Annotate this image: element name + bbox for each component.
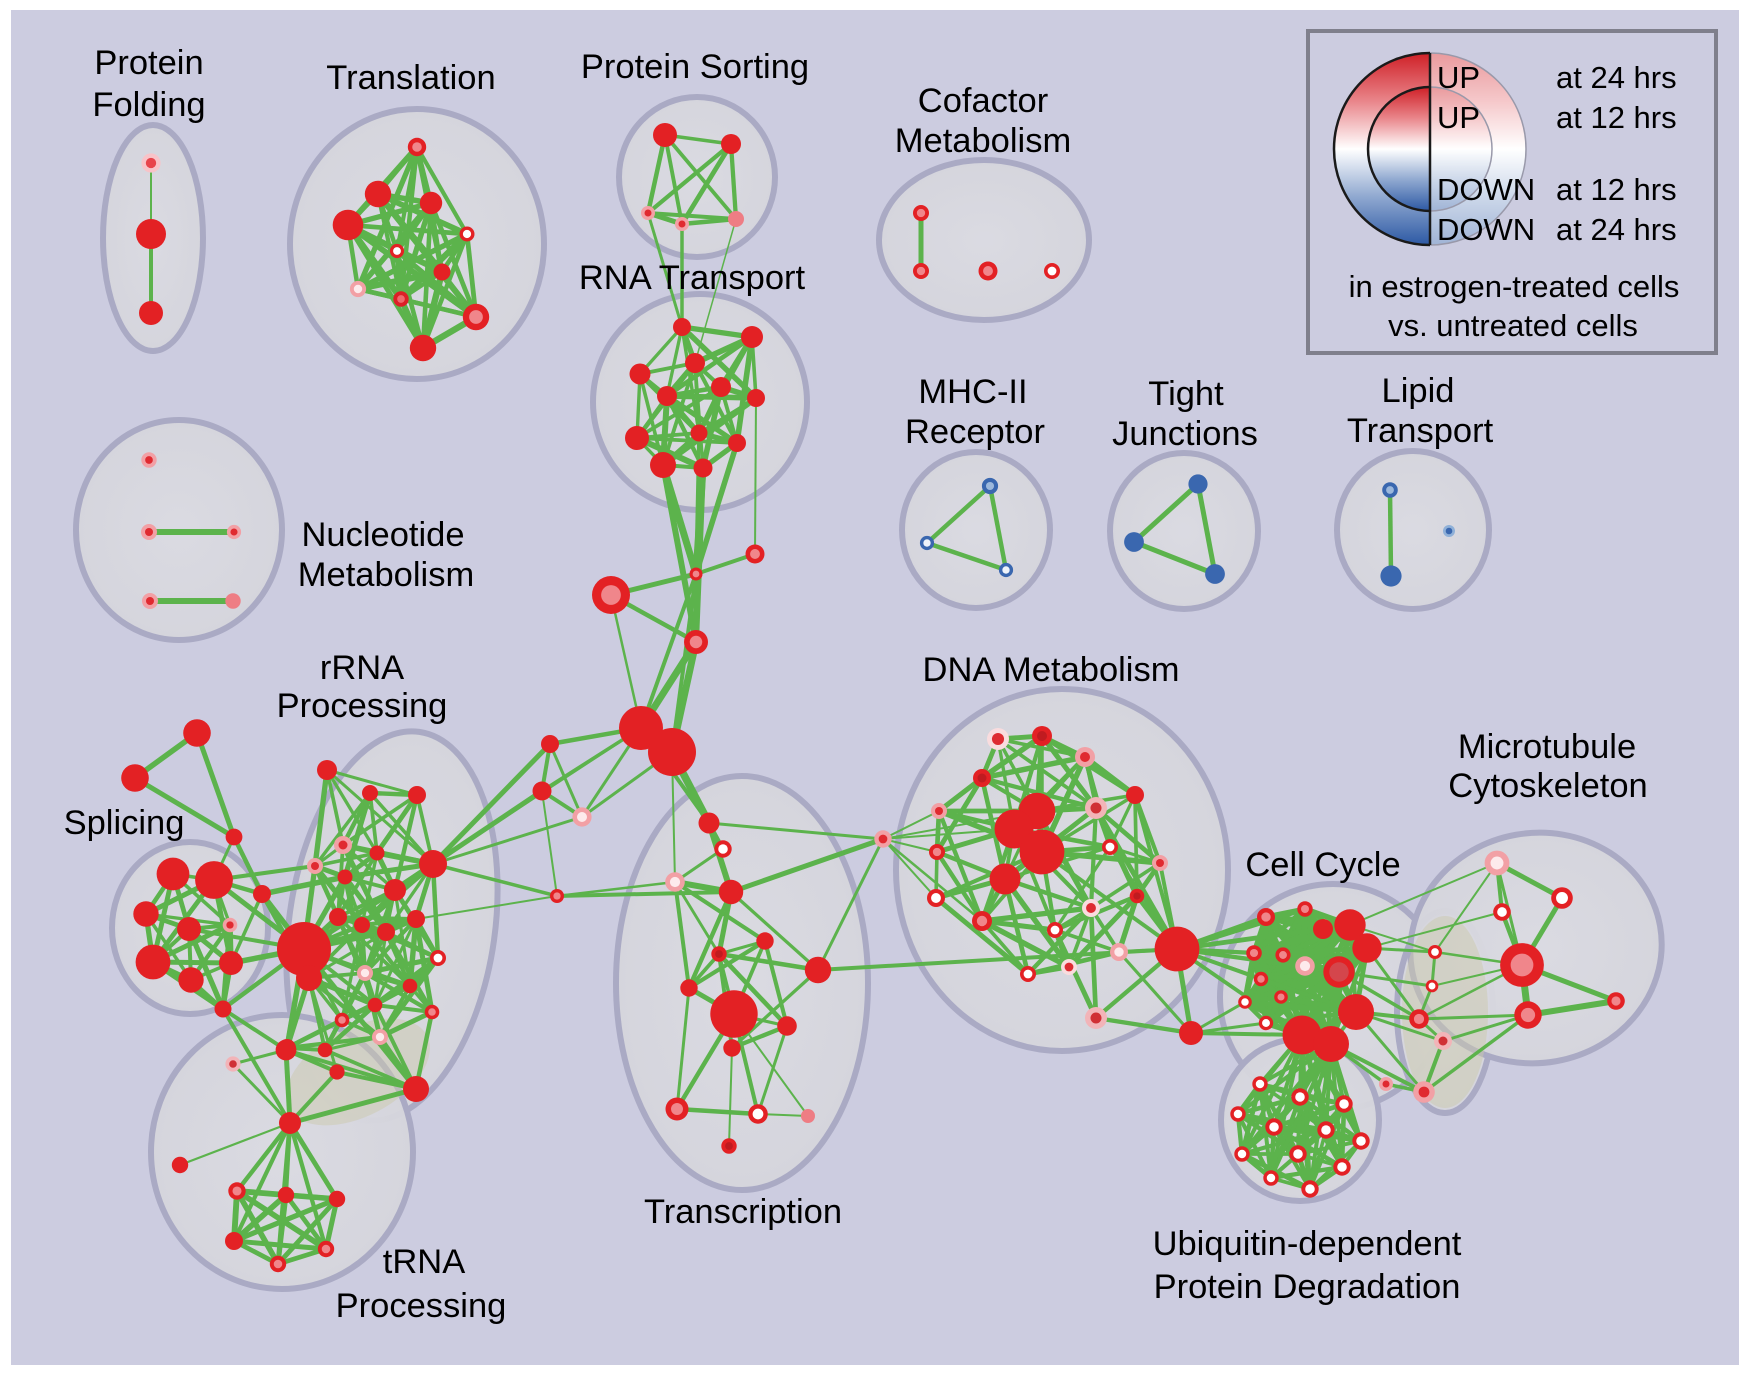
svg-text:Tight: Tight — [1148, 375, 1224, 413]
svg-text:UP: UP — [1437, 100, 1480, 135]
svg-text:rRNA: rRNA — [320, 649, 404, 687]
svg-text:Cofactor: Cofactor — [918, 82, 1048, 120]
svg-text:UP: UP — [1437, 60, 1480, 95]
svg-text:Protein Sorting: Protein Sorting — [581, 48, 809, 86]
svg-text:Transcription: Transcription — [644, 1193, 842, 1231]
svg-text:DNA Metabolism: DNA Metabolism — [923, 651, 1180, 689]
svg-text:Processing: Processing — [277, 687, 448, 725]
svg-text:Microtubule: Microtubule — [1458, 728, 1636, 766]
svg-text:DOWN: DOWN — [1437, 212, 1535, 247]
svg-text:at 24 hrs: at 24 hrs — [1556, 212, 1677, 247]
svg-text:Protein: Protein — [94, 44, 203, 82]
svg-text:at 12 hrs: at 12 hrs — [1556, 100, 1677, 135]
svg-text:RNA Transport: RNA Transport — [579, 259, 806, 297]
svg-text:MHC-II: MHC-II — [918, 373, 1027, 411]
svg-text:Junctions: Junctions — [1112, 415, 1258, 453]
svg-text:tRNA: tRNA — [383, 1243, 465, 1281]
svg-text:Translation: Translation — [326, 59, 495, 97]
svg-text:Cell Cycle: Cell Cycle — [1245, 846, 1400, 884]
svg-text:vs. untreated cells: vs. untreated cells — [1388, 308, 1638, 343]
svg-text:Folding: Folding — [92, 86, 205, 124]
svg-text:Metabolism: Metabolism — [895, 122, 1071, 160]
svg-text:DOWN: DOWN — [1437, 172, 1535, 207]
svg-text:Lipid: Lipid — [1382, 372, 1455, 410]
svg-text:Ubiquitin-dependent: Ubiquitin-dependent — [1153, 1225, 1462, 1263]
svg-text:at 24 hrs: at 24 hrs — [1556, 60, 1677, 95]
svg-text:Protein Degradation: Protein Degradation — [1154, 1268, 1461, 1306]
svg-text:Receptor: Receptor — [905, 413, 1045, 451]
svg-text:in estrogen-treated cells: in estrogen-treated cells — [1349, 269, 1680, 304]
svg-text:at 12 hrs: at 12 hrs — [1556, 172, 1677, 207]
svg-text:Nucleotide: Nucleotide — [301, 516, 464, 554]
svg-text:Metabolism: Metabolism — [298, 556, 474, 594]
svg-text:Transport: Transport — [1347, 412, 1494, 450]
svg-text:Processing: Processing — [336, 1287, 507, 1325]
svg-text:Splicing: Splicing — [64, 804, 185, 842]
svg-text:Cytoskeleton: Cytoskeleton — [1448, 767, 1647, 805]
